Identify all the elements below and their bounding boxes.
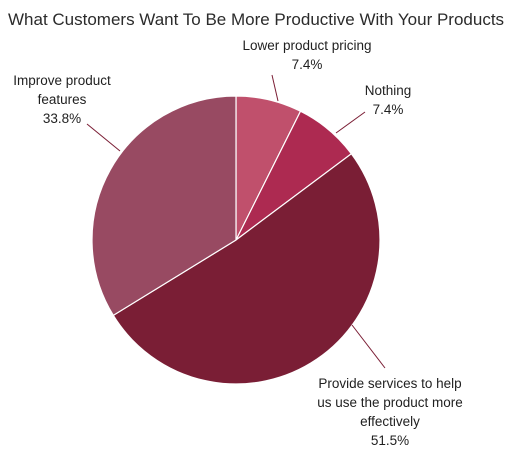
leader-lines	[86, 74, 386, 369]
slice-category-label: Improve product	[13, 73, 111, 88]
pie-slice	[112, 152, 381, 385]
slice-value-label: 7.4%	[373, 102, 404, 117]
leader-line	[86, 123, 121, 152]
slice-category-label: us use the product more	[317, 395, 463, 410]
leader-line	[271, 74, 279, 102]
chart-title: What Customers Want To Be More Productiv…	[8, 10, 504, 29]
pie-slice	[91, 95, 237, 317]
slice-category-label: features	[38, 92, 87, 107]
slice-value-label: 7.4%	[292, 57, 323, 72]
slice-label: Lower product pricing 7.4%	[242, 38, 371, 72]
slice-category-label: Nothing	[365, 83, 412, 98]
slice-label: Nothing 7.4%	[365, 83, 412, 117]
slice-label: Improve product features 33.8%	[13, 73, 111, 126]
slice-category-label: effectively	[360, 414, 420, 429]
slice-category-label: Lower product pricing	[242, 38, 371, 53]
leader-line	[351, 324, 386, 369]
slice-labels: Lower product pricing 7.4% Nothing 7.4% Prov…	[13, 38, 463, 448]
slice-category-label: Provide services to help	[318, 376, 461, 391]
slice-value-label: 51.5%	[371, 433, 409, 448]
leader-line	[335, 111, 366, 134]
pie-slices	[91, 95, 381, 385]
slice-value-label: 33.8%	[43, 111, 81, 126]
slice-label: Provide services to help us use the produ…	[317, 376, 463, 448]
